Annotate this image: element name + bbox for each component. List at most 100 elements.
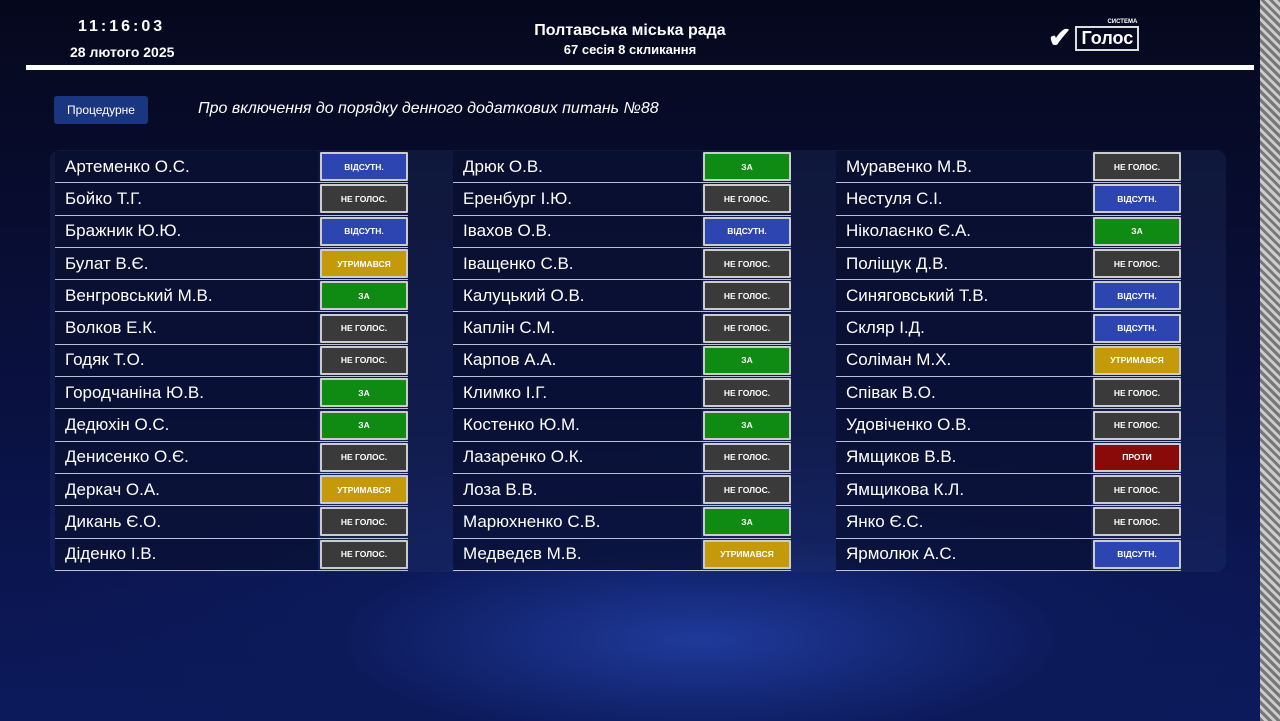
vote-badge: ВІДСУТН. <box>1093 184 1181 214</box>
vote-badge: ВІДСУТН. <box>320 216 408 246</box>
deputy-name: Лоза В.В. <box>453 473 701 506</box>
vote-badge: НЕ ГОЛОС. <box>703 313 791 343</box>
deputy-row: Марюхненко С.В. ЗА <box>453 506 791 539</box>
deputy-row: Скляр І.Д. ВІДСУТН. <box>836 312 1181 345</box>
deputy-row: Янко Є.С. НЕ ГОЛОС. <box>836 506 1181 539</box>
deputy-name: Деркач О.А. <box>55 473 318 506</box>
vote-badge: УТРИМАВСЯ <box>320 249 408 279</box>
vote-badge: ВІДСУТН. <box>320 152 408 182</box>
deputy-name: Климко І.Г. <box>453 377 701 409</box>
deputy-row: Дикань Є.О. НЕ ГОЛОС. <box>55 506 408 539</box>
clock: 11:16:03 <box>78 18 166 35</box>
vote-badge: НЕ ГОЛОС. <box>320 184 408 214</box>
deputy-row: Венгровський М.В. ЗА <box>55 280 408 313</box>
deputy-name: Ярмолюк А.С. <box>836 538 1091 570</box>
deputy-row: Городчаніна Ю.В. ЗА <box>55 377 408 410</box>
deputy-name: Костенко Ю.М. <box>453 409 701 441</box>
vote-badge: ВІДСУТН. <box>1093 539 1181 569</box>
vote-badge: НЕ ГОЛОС. <box>320 507 408 537</box>
deputy-row: Лоза В.В. НЕ ГОЛОС. <box>453 473 791 507</box>
vote-badge: НЕ ГОЛОС. <box>703 184 791 214</box>
deputy-row: Булат В.Є. УТРИМАВСЯ <box>55 247 408 281</box>
deputy-row: Карпов А.А. ЗА <box>453 344 791 378</box>
deputy-row: Діденко І.В. НЕ ГОЛОС. <box>55 538 408 571</box>
deputy-row: Ніколаєнко Є.А. ЗА <box>836 215 1181 248</box>
deputy-column: Муравенко М.В. НЕ ГОЛОС. Нестуля С.І. ВІДСУ… <box>836 151 1181 571</box>
vote-badge: НЕ ГОЛОС. <box>703 442 791 472</box>
checkmark-icon: ✔ <box>1048 22 1072 53</box>
deputy-name: Медведєв М.В. <box>453 538 701 570</box>
deputy-name: Поліщук Д.В. <box>836 247 1091 280</box>
deputy-row: Іващенко С.В. НЕ ГОЛОС. <box>453 247 791 281</box>
session-subtitle: 67 сесія 8 скликання <box>563 42 697 57</box>
header-divider <box>26 65 1254 70</box>
deputy-name: Венгровський М.В. <box>55 280 318 312</box>
deputy-name: Муравенко М.В. <box>836 151 1091 183</box>
deputy-name: Синяговський Т.В. <box>836 280 1091 312</box>
decorative-border <box>1260 0 1280 721</box>
vote-badge: НЕ ГОЛОС. <box>703 378 791 408</box>
vote-badge: НЕ ГОЛОС. <box>1093 378 1181 408</box>
logo: ✔ СИСТЕМА Голос <box>1048 19 1140 53</box>
date: 28 лютого 2025 <box>70 44 175 60</box>
deputy-name: Співак В.О. <box>836 377 1091 409</box>
deputy-name: Скляр І.Д. <box>836 312 1091 344</box>
deputy-name: Діденко І.В. <box>55 538 318 570</box>
deputy-name: Годяк Т.О. <box>55 344 318 377</box>
deputy-row: Поліщук Д.В. НЕ ГОЛОС. <box>836 247 1181 281</box>
deputy-name: Бражник Ю.Ю. <box>55 215 318 247</box>
deputy-name: Каплін С.М. <box>453 312 701 344</box>
deputy-row: Дедюхін О.С. ЗА <box>55 409 408 442</box>
vote-badge: ВІДСУТН. <box>703 216 791 246</box>
deputy-row: Івахов О.В. ВІДСУТН. <box>453 215 791 248</box>
vote-badge: ЗА <box>320 410 408 440</box>
vote-badge: НЕ ГОЛОС. <box>1093 152 1181 182</box>
deputy-row: Співак В.О. НЕ ГОЛОС. <box>836 377 1181 410</box>
question-title: Про включення до порядку денного додатко… <box>198 100 659 117</box>
deputy-row: Климко І.Г. НЕ ГОЛОС. <box>453 377 791 410</box>
deputy-name: Артеменко О.С. <box>55 151 318 183</box>
deputy-row: Ярмолюк А.С. ВІДСУТН. <box>836 538 1181 571</box>
vote-badge: ЗА <box>703 410 791 440</box>
vote-badge: УТРИМАВСЯ <box>320 475 408 505</box>
deputy-row: Нестуля С.І. ВІДСУТН. <box>836 183 1181 216</box>
deputy-name: Нестуля С.І. <box>836 183 1091 215</box>
deputy-name: Ніколаєнко Є.А. <box>836 215 1091 247</box>
deputy-column: Дрюк О.В. ЗА Еренбург І.Ю. НЕ ГОЛОС. Івахов … <box>453 151 791 571</box>
deputy-name: Івахов О.В. <box>453 215 701 247</box>
deputy-row: Костенко Ю.М. ЗА <box>453 409 791 442</box>
vote-badge: НЕ ГОЛОС. <box>1093 507 1181 537</box>
deputy-column: Артеменко О.С. ВІДСУТН. Бойко Т.Г. НЕ ГОЛОС… <box>55 151 408 571</box>
deputy-name: Дрюк О.В. <box>453 151 701 183</box>
vote-badge: ЗА <box>320 378 408 408</box>
deputy-name: Ямщикова К.Л. <box>836 473 1091 506</box>
deputy-row: Медведєв М.В. УТРИМАВСЯ <box>453 538 791 571</box>
deputy-row: Удовіченко О.В. НЕ ГОЛОС. <box>836 409 1181 442</box>
deputy-name: Іващенко С.В. <box>453 247 701 280</box>
vote-badge: НЕ ГОЛОС. <box>703 249 791 279</box>
deputy-name: Дикань Є.О. <box>55 506 318 538</box>
deputy-row: Соліман М.Х. УТРИМАВСЯ <box>836 344 1181 378</box>
deputy-name: Волков Е.К. <box>55 312 318 344</box>
vote-badge: ВІДСУТН. <box>1093 281 1181 311</box>
deputy-name: Удовіченко О.В. <box>836 409 1091 441</box>
vote-badge: НЕ ГОЛОС. <box>320 539 408 569</box>
vote-badge: ЗА <box>703 152 791 182</box>
deputy-name: Дедюхін О.С. <box>55 409 318 441</box>
vote-badge: ПРОТИ <box>1093 442 1181 472</box>
vote-badge: НЕ ГОЛОС. <box>1093 249 1181 279</box>
deputy-name: Калуцький О.В. <box>453 280 701 312</box>
deputy-name: Ямщиков В.В. <box>836 441 1091 473</box>
vote-badge: НЕ ГОЛОС. <box>1093 475 1181 505</box>
deputy-name: Марюхненко С.В. <box>453 506 701 538</box>
deputy-row: Еренбург І.Ю. НЕ ГОЛОС. <box>453 183 791 216</box>
vote-badge: НЕ ГОЛОС. <box>320 345 408 375</box>
deputy-row: Муравенко М.В. НЕ ГОЛОС. <box>836 151 1181 184</box>
vote-badge: УТРИМАВСЯ <box>1093 345 1181 375</box>
logo-word: СИСТЕМА Голос <box>1075 19 1140 51</box>
deputy-name: Соліман М.Х. <box>836 344 1091 377</box>
deputy-row: Деркач О.А. УТРИМАВСЯ <box>55 473 408 507</box>
vote-badge: НЕ ГОЛОС. <box>320 313 408 343</box>
deputy-row: Бойко Т.Г. НЕ ГОЛОС. <box>55 183 408 216</box>
vote-badge: ЗА <box>703 345 791 375</box>
